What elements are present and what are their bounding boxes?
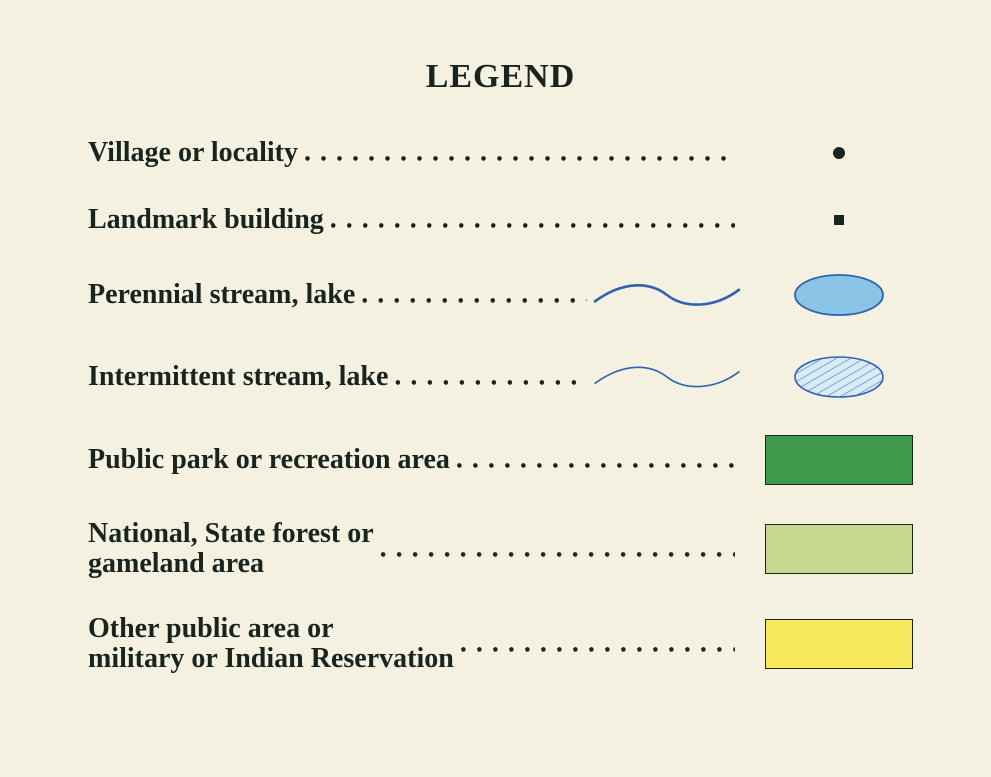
legend-row: Intermittent stream, lake: [88, 353, 913, 401]
legend-label: Perennial stream, lake: [88, 279, 355, 311]
legend-symbols: [593, 353, 913, 401]
landmark-square-icon: [832, 213, 846, 227]
legend-symbols: [741, 524, 913, 574]
forest-swatch: [765, 524, 913, 574]
lake-hatched-icon: [789, 353, 889, 401]
legend-label: Public park or recreation area: [88, 444, 450, 476]
symbol-slot-right: [765, 213, 913, 227]
intermittent-stream-wave-icon: [593, 359, 741, 395]
legend-row: Perennial stream, lake: [88, 271, 913, 319]
dot-leader: [330, 204, 735, 238]
legend-row: Other public area or military or Indian …: [88, 614, 913, 674]
other-swatch: [765, 619, 913, 669]
symbol-slot-right: [765, 435, 913, 485]
legend-label: Village or locality: [88, 137, 298, 169]
village-dot-icon: [831, 145, 847, 161]
legend-label: Landmark building: [88, 204, 324, 236]
dot-leader: [460, 627, 735, 661]
legend-symbols: [593, 271, 913, 319]
lake-solid-icon: [789, 271, 889, 319]
dot-leader: [394, 360, 587, 394]
symbol-slot-right: [765, 271, 913, 319]
symbol-slot-right: [765, 524, 913, 574]
legend-label: Intermittent stream, lake: [88, 361, 388, 393]
legend-symbols: [741, 145, 913, 161]
dot-leader: [361, 278, 587, 312]
park-swatch: [765, 435, 913, 485]
dot-leader: [456, 443, 735, 477]
legend-row: Public park or recreation area: [88, 435, 913, 485]
legend-label: Other public area or military or Indian …: [88, 614, 454, 674]
legend-row: Landmark building: [88, 204, 913, 238]
dot-leader: [380, 533, 735, 567]
symbol-slot-mid: [593, 277, 741, 313]
dot-leader: [304, 136, 735, 170]
stream-wave-icon: [593, 277, 741, 313]
legend-row: National, State forest or gameland area: [88, 519, 913, 579]
legend-title: LEGEND: [88, 58, 913, 96]
legend-row: Village or locality: [88, 136, 913, 170]
legend-symbols: [741, 435, 913, 485]
legend-page: LEGEND Village or locality Landmark build…: [0, 0, 991, 777]
legend-symbols: [741, 619, 913, 669]
legend-symbols: [741, 213, 913, 227]
symbol-slot-right: [765, 145, 913, 161]
symbol-slot-right: [765, 619, 913, 669]
symbol-slot-right: [765, 353, 913, 401]
legend-rows: Village or locality Landmark building Pere…: [88, 136, 913, 674]
symbol-slot-mid: [593, 359, 741, 395]
legend-label: National, State forest or gameland area: [88, 519, 374, 579]
